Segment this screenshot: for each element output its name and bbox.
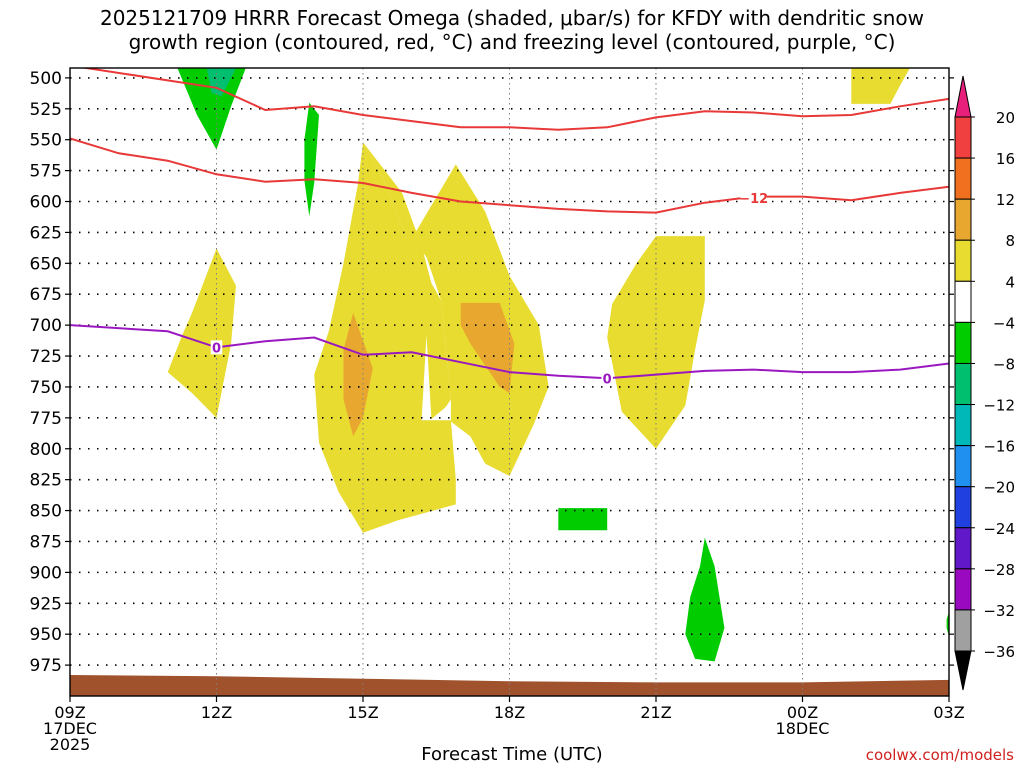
colorbar-band-12	[954, 568, 972, 611]
x-tick-label-3-0: 12Z	[201, 703, 232, 722]
omega-shaded-region-6	[314, 142, 456, 533]
y-axis: 500 525 550 575 600 625 650 675 700 725 750 775 800 8…	[30, 69, 954, 676]
omega-shaded-region-13	[685, 537, 725, 662]
plot-area	[70, 68, 949, 696]
colorbar-label-5: −4	[993, 314, 1015, 332]
y-tick-label-825: 825	[30, 471, 62, 491]
colorbar-top-triangle	[954, 75, 972, 118]
colorbar-label-0: 20	[996, 109, 1015, 127]
chart-title-line2: growth region (contoured, red, °C) and f…	[128, 30, 896, 54]
colorbar-label-8: −16	[983, 438, 1015, 456]
y-tick-label-800: 800	[30, 440, 62, 460]
y-tick-label-700: 700	[30, 316, 62, 336]
y-tick-label-650: 650	[30, 254, 62, 274]
omega-shaded-region-9	[851, 68, 910, 104]
colorbar-band-8	[954, 404, 972, 447]
y-tick-label-950: 950	[30, 625, 62, 645]
y-tick-label-975: 975	[30, 656, 62, 676]
credit-text: coolwx.com/models	[865, 746, 1014, 764]
x-tick-label-0-1: 17DEC	[43, 719, 97, 738]
x-tick-label-0-0: 09Z	[54, 703, 85, 722]
colorbar-band-6	[954, 321, 972, 364]
y-tick-label-925: 925	[30, 594, 62, 614]
plot-frame	[69, 67, 950, 697]
omega-shaded-region-4	[363, 142, 451, 420]
x-tick-label-12-0: 21Z	[640, 703, 671, 722]
y-tick-label-900: 900	[30, 563, 62, 583]
x-tick-label-6-0: 15Z	[347, 703, 378, 722]
colorbar-band-7	[954, 362, 972, 406]
colorbar-label-2: 12	[996, 191, 1015, 209]
omega-shaded-region-2	[206, 68, 236, 97]
colorbar-band-5	[954, 280, 972, 323]
colorbar-band-2	[954, 157, 972, 200]
colorbar-label-12: −32	[983, 602, 1015, 620]
colorbar-label-7: −12	[983, 397, 1015, 415]
y-tick-label-750: 750	[30, 378, 62, 398]
contour-label-0: −12	[739, 192, 768, 207]
colorbar: 20 16 12 8 4 −4 −8 −12 −16 −20 −24 −28 −32 −36	[954, 75, 1015, 691]
y-tick-label-575: 575	[30, 162, 62, 182]
y-tick-label-600: 600	[30, 193, 62, 213]
x-tick-label-0-2: 2025	[50, 735, 91, 754]
x-tick-label-15-1: 18DEC	[776, 719, 830, 738]
colorbar-label-6: −8	[993, 355, 1015, 373]
colorbar-band-4	[954, 239, 972, 282]
colorbar-band-1	[954, 116, 972, 159]
y-tick-label-725: 725	[30, 347, 62, 367]
contour-label-bg-2	[601, 371, 613, 386]
x-tick-label-18-0: 03Z	[933, 703, 964, 722]
colorbar-label-3: 8	[1005, 232, 1015, 250]
colorbar-label-9: −20	[983, 479, 1015, 497]
y-tick-label-550: 550	[30, 131, 62, 151]
colorbar-band-9	[954, 445, 972, 488]
colorbar-label-13: −36	[983, 643, 1015, 661]
contour-lines: −12 0 0	[70, 68, 949, 387]
y-tick-label-775: 775	[30, 409, 62, 429]
x-tick-label-15-0: 00Z	[787, 703, 818, 722]
colorbar-band-11	[954, 527, 972, 570]
contour-label-1: 0	[212, 341, 221, 356]
y-tick-label-675: 675	[30, 285, 62, 305]
colorbar-label-10: −24	[983, 520, 1015, 538]
colorbar-bottom-triangle	[954, 650, 972, 691]
x-tick-label-9-0: 18Z	[494, 703, 525, 722]
y-tick-label-875: 875	[30, 532, 62, 552]
y-tick-label-850: 850	[30, 502, 62, 522]
omega-shaded-region-10	[343, 312, 373, 437]
contour-label-bg-1	[210, 340, 223, 355]
omega-shaded-region-5	[167, 248, 236, 418]
omega-shaded-region-12	[558, 508, 608, 531]
omega-shaded-region-1	[177, 68, 246, 150]
terrain	[70, 675, 949, 696]
y-tick-label-625: 625	[30, 223, 62, 243]
colorbar-label-1: 16	[996, 150, 1015, 168]
colorbar-band-10	[954, 486, 972, 529]
contour-label-2: 0	[603, 372, 612, 387]
colorbar-label-4: 4	[1005, 273, 1015, 291]
colorbar-label-11: −28	[983, 561, 1015, 579]
x-axis-label: Forecast Time (UTC)	[421, 744, 603, 765]
contour-label-bg-0	[740, 190, 767, 205]
colorbar-band-13	[954, 609, 972, 652]
y-tick-label-525: 525	[30, 100, 62, 120]
y-tick-label-500: 500	[30, 69, 62, 89]
dgz-lower-contour	[70, 137, 949, 214]
omega-shaded-region-8	[607, 236, 705, 449]
colorbar-band-3	[954, 198, 972, 241]
dgz-upper-contour	[79, 68, 949, 131]
chart-title-line1: 2025121709 HRRR Forecast Omega (shaded, …	[99, 6, 925, 30]
freezing-level-contour	[70, 324, 949, 380]
omega-shaded-region-3	[304, 102, 319, 217]
